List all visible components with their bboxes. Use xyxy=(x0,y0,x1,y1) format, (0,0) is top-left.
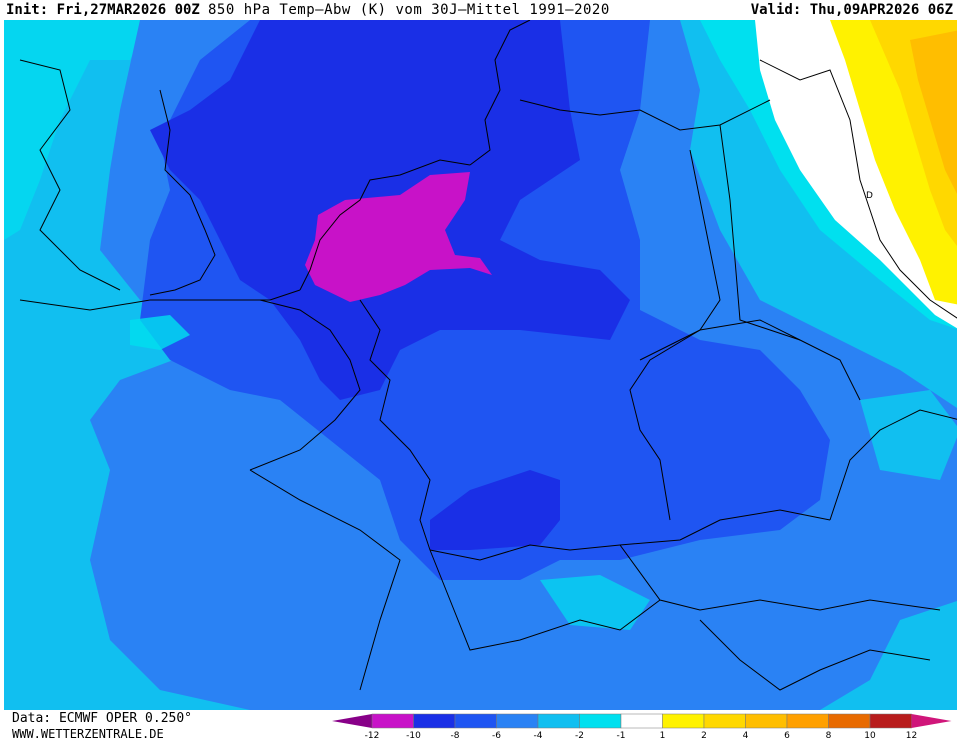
legend-swatch xyxy=(786,713,829,729)
legend-tick-label: 12 xyxy=(906,731,917,741)
temperature-anomaly-map: D xyxy=(4,20,957,710)
legend-tick-label: 6 xyxy=(784,731,790,741)
legend-tick-label: -6 xyxy=(492,731,501,741)
patch-cyan-3 xyxy=(860,390,957,480)
legend-swatch xyxy=(496,713,539,729)
coast-france xyxy=(249,299,361,471)
legend-swatch xyxy=(579,713,622,729)
legend-swatch xyxy=(745,713,788,729)
legend-tick-label: 1 xyxy=(660,731,666,741)
site-name: WWW.WETTERZENTRALE.DE xyxy=(12,727,164,741)
legend-tick-label: 8 xyxy=(826,731,832,741)
legend-tick-label: -8 xyxy=(451,731,460,741)
field-minus10-to-minus8-south xyxy=(430,470,560,550)
legend-tick-label: -1 xyxy=(617,731,626,741)
coast-netherlands xyxy=(299,159,471,291)
init-time: Init: Fri,27MAR2026 00Z xyxy=(6,2,200,18)
color-legend: -12 -10 -8 -6 -4 -2 -1 1 2 4 6 8 10 12 xyxy=(332,713,958,741)
coast-britain-west xyxy=(19,59,121,291)
border-east-bend xyxy=(759,59,957,319)
border-czech xyxy=(639,319,861,401)
legend-arrow-low xyxy=(332,714,372,728)
valid-time: Valid: Thu,09APR2026 06Z xyxy=(750,2,953,18)
legend-tick-label: 2 xyxy=(701,731,707,741)
legend-tick-label: -12 xyxy=(365,731,380,741)
patch-cyan-1 xyxy=(130,315,190,350)
border-france-south xyxy=(249,469,401,691)
border-germany-east xyxy=(629,149,721,521)
legend-swatch xyxy=(828,713,871,729)
border-poland xyxy=(719,124,801,341)
legend-bar: -12 -10 -8 -6 -4 -2 -1 1 2 4 6 8 10 12 xyxy=(332,713,952,741)
border-balkan xyxy=(699,619,931,691)
legend-tick-label: -2 xyxy=(575,731,584,741)
data-source: Data: ECMWF OPER 0.250° xyxy=(12,711,193,726)
legend-swatch xyxy=(371,713,414,729)
coastlines xyxy=(19,20,957,691)
legend-tick-label: -4 xyxy=(534,731,543,741)
coast-britain-east xyxy=(149,89,216,296)
label-d: D xyxy=(866,191,873,201)
map-title: 850 hPa Temp—Abw (K) vom 30J—Mittel 1991… xyxy=(208,2,610,18)
legend-tick-label: -10 xyxy=(406,731,421,741)
patch-cyan-2 xyxy=(540,575,650,630)
border-hungary xyxy=(829,409,957,521)
legend-arrow-high xyxy=(911,714,952,728)
legend-swatch xyxy=(620,713,663,729)
map-canvas: D xyxy=(4,20,957,710)
legend-swatch xyxy=(537,713,580,729)
coast-denmark xyxy=(469,20,531,166)
field-plus4-to-plus6 xyxy=(910,30,957,194)
legend-swatch xyxy=(413,713,456,729)
legend-swatch xyxy=(869,713,912,729)
field-below-minus10 xyxy=(305,172,492,302)
legend-swatch xyxy=(662,713,705,729)
map-header: Init: Fri,27MAR2026 00Z 850 hPa Temp—Abw… xyxy=(0,0,959,20)
coast-channel xyxy=(19,289,301,311)
field-minus2-to-minus1-west xyxy=(4,20,150,240)
legend-tick-label: 10 xyxy=(864,731,876,741)
legend-swatch xyxy=(454,713,497,729)
border-germany-west xyxy=(359,299,431,551)
border-italy xyxy=(429,549,661,651)
legend-tick-label: 4 xyxy=(743,731,749,741)
legend-swatch xyxy=(703,713,746,729)
